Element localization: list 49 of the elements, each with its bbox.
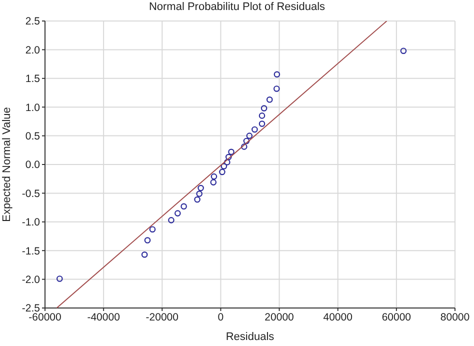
point: [220, 163, 228, 170]
point: [225, 154, 232, 160]
point: [228, 148, 234, 156]
point: [252, 126, 258, 133]
x-tick-label: 0: [218, 311, 224, 324]
point: [198, 184, 204, 192]
y-tick-label: 1.0: [25, 102, 40, 114]
x-axis-title: Residuals: [226, 331, 275, 343]
chart-title: Normal Probabilitu Plot of Residuals: [148, 1, 326, 13]
y-tick-label: 0.0: [25, 159, 40, 172]
point: [174, 210, 181, 216]
y-tick-label: 0.5: [25, 130, 40, 143]
point: [180, 203, 187, 210]
y-tick-label: -1.0: [22, 216, 40, 229]
x-tick-label: -60000: [28, 311, 62, 324]
point: [266, 96, 273, 103]
point: [149, 226, 156, 233]
x-tick-label: 20000: [264, 311, 294, 324]
point: [219, 168, 226, 176]
y-tick-label: 2.0: [25, 44, 40, 56]
x-tick-label: 60000: [382, 311, 412, 324]
point: [258, 120, 266, 127]
point: [144, 237, 151, 244]
point: [240, 144, 248, 150]
y-tick-label: 2.5: [25, 16, 40, 28]
point: [243, 138, 250, 144]
y-tick-label: -2.0: [22, 274, 40, 286]
point: [210, 173, 218, 180]
point: [224, 159, 230, 166]
point: [246, 132, 253, 139]
point: [260, 105, 268, 112]
point: [141, 251, 148, 258]
point: [400, 48, 407, 54]
x-tick-label: -40000: [87, 311, 120, 324]
point: [274, 86, 280, 92]
point: [168, 217, 174, 224]
y-tick-label: -1.5: [22, 245, 40, 258]
x-tick-label: 80000: [440, 311, 470, 324]
y-tick-label: 1.5: [25, 73, 40, 86]
x-tick-label: -20000: [146, 311, 179, 324]
y-axis-title: Expected Normal Value: [0, 107, 13, 222]
x-tick-label: 40000: [323, 311, 353, 324]
point: [210, 179, 217, 186]
point: [258, 112, 266, 119]
point: [196, 190, 202, 197]
point: [56, 276, 63, 282]
point: [194, 196, 200, 203]
y-tick-label: -0.5: [22, 188, 40, 200]
point: [274, 71, 280, 78]
